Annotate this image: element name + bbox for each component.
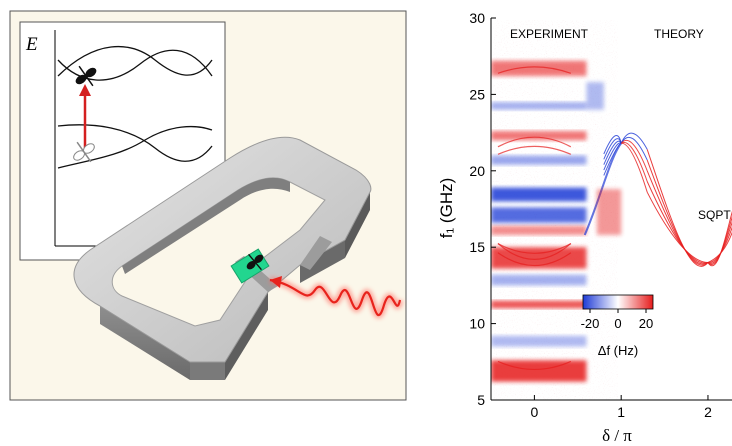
- y-tick-label-5: 30: [469, 10, 485, 26]
- theory-blue-left-1: [603, 142, 622, 171]
- theory-blue-right-2: [620, 139, 648, 171]
- theory-blue-left-4: [603, 134, 622, 155]
- theory-red-left-3: [646, 181, 709, 264]
- junction-particle-icon: [246, 253, 264, 271]
- heatmap-band-10: [491, 102, 587, 110]
- schematic-panel: E Φ: [9, 10, 407, 401]
- heatmap-band-5: [491, 225, 587, 235]
- heatmap-band-3: [491, 274, 587, 286]
- y-axis-label: f₁ (GHz): [437, 178, 456, 239]
- heatmap-band-8: [491, 155, 587, 165]
- upper-band-1: [57, 45, 213, 77]
- lower-band-2: [57, 125, 213, 169]
- panel-label-experiment: EXPERIMENT: [510, 27, 589, 41]
- lower-band-1: [57, 124, 213, 162]
- y-tick-label-3: 20: [469, 163, 485, 179]
- x-tick-label-0: 0: [530, 404, 538, 420]
- panel-label-theory: THEORY: [654, 27, 704, 41]
- heatmap-band-2: [491, 300, 587, 309]
- x-axis-label: δ / π: [602, 426, 632, 445]
- theory-blue-right-1: [620, 136, 648, 161]
- microwave-icon: [269, 276, 404, 319]
- upper-band-2: [57, 49, 213, 81]
- y-tick-label-1: 10: [469, 316, 485, 332]
- colorbar-tick-label-0: -20: [581, 316, 600, 331]
- heatmap-arc-1: [497, 252, 572, 267]
- theory-red-left-2: [646, 170, 709, 265]
- y-tick-label-0: 5: [477, 392, 485, 408]
- heatmap-band-4: [491, 247, 587, 269]
- theory-blue-left-0: [603, 142, 622, 176]
- y-tick-label-2: 15: [469, 239, 485, 255]
- squid-ring: [73, 136, 372, 380]
- heatmap-band-11: [491, 60, 587, 77]
- heatmap-arc-2: [497, 243, 572, 254]
- transition-arrow-head: [79, 84, 91, 96]
- heatmap-arc-5: [497, 66, 572, 74]
- x-tick-label-1: 1: [617, 404, 625, 420]
- inset-y-label: E: [25, 34, 38, 55]
- theory-blue-right-3: [620, 141, 648, 182]
- heatmap-band-9: [491, 131, 587, 141]
- colorbar: -20 0 20 Δf (Hz): [581, 294, 654, 358]
- exp-block-blue: [586, 82, 604, 110]
- heatmap-band-1: [491, 335, 587, 347]
- theory-red-left-4: [646, 191, 708, 263]
- colorbar-tick-label-2: 20: [639, 316, 653, 331]
- theory-blue-right-4: [621, 142, 648, 193]
- heatmap-arc-3: [497, 136, 572, 148]
- colorbar-label: Δf (Hz): [598, 343, 638, 358]
- heatmap-arc-6: [497, 360, 572, 370]
- heatmap-band-6: [491, 207, 587, 223]
- sqpt-annotation: SQPT: [698, 208, 731, 222]
- heatmap-arc-4: [497, 145, 572, 155]
- exp-sweep-blue: [583, 142, 622, 236]
- heatmap-band-0: [491, 360, 587, 382]
- exp-block-red: [596, 189, 622, 235]
- colorbar-tick-label-1: 0: [614, 316, 621, 331]
- chart: 5 10 15 20 25 30 0 1 2 EXPERIMENT THEORY SQPT f₁…: [437, 10, 732, 445]
- ground-particle-icon: [73, 141, 95, 163]
- theory-red-left-0: [646, 149, 709, 267]
- heatmap-band-7: [491, 187, 587, 202]
- heatmap-arc-0: [497, 242, 572, 261]
- theory-red-left-1: [646, 159, 709, 266]
- y-tick-label-4: 25: [469, 86, 485, 102]
- theory-blue-right-0: [620, 132, 648, 150]
- excited-particle-icon: [75, 65, 97, 87]
- x-tick-label-2: 2: [704, 404, 712, 420]
